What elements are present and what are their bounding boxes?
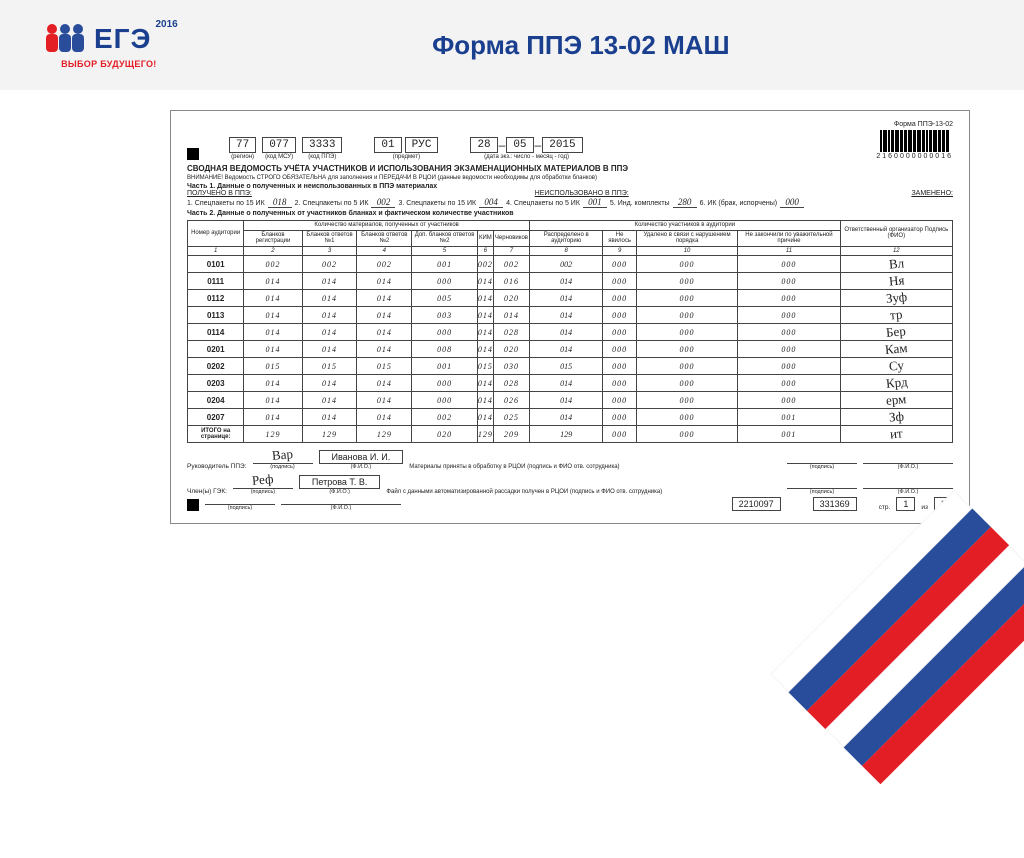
date-month: 05 (506, 137, 533, 153)
footer-area: Руководитель ППЭ: Вар(подпись) Иванова И… (187, 447, 953, 511)
logo-subtitle: ВЫБОР БУДУЩЕГО! (61, 59, 156, 69)
table-row: 0113014014014003014014014000000000тр (188, 307, 953, 324)
table-row: 0203014014014000014028014000000000Крд (188, 375, 953, 392)
marker-square (187, 499, 199, 511)
table-row: 0114014014014000014028014000000000Бер (188, 324, 953, 341)
region-field: 77 (229, 137, 256, 153)
date-year: 2015 (542, 137, 582, 153)
msu-field: 077 (262, 137, 296, 153)
date-day: 28 (470, 137, 497, 153)
total-row: ИТОГО на странице:1291291290201292091290… (188, 426, 953, 443)
head-name: Иванова И. И. (319, 450, 404, 464)
form-warning: ВНИМАНИЕ! Ведомость СТРОГО ОБЯЗАТЕЛЬНА д… (187, 175, 953, 181)
logo-people-icon (40, 21, 90, 57)
part1-title: Часть 1. Данные о полученных и неиспольз… (187, 183, 953, 190)
ppe-field: 3333 (302, 137, 342, 153)
marker-square (187, 148, 199, 160)
barcode: 2160000000016 (876, 130, 953, 160)
logo-year: 2016 (155, 19, 177, 30)
table-row: 0112014014014005014020014000000000Зуф (188, 290, 953, 307)
form-code: Форма ППЭ-13-02 (894, 121, 953, 128)
logo-text: ЕГЭ (94, 23, 151, 55)
code2: 331369 (813, 497, 857, 511)
page-title: Форма ППЭ 13-02 МАШ (178, 30, 984, 61)
form-sheet: 77(регион) 077(код МСУ) 3333(код ППЭ) 01… (170, 110, 970, 524)
table-row: 0101002002002001002002002000000000Вл (188, 256, 953, 273)
corner-stripes (770, 490, 1024, 858)
code1: 2210097 (732, 497, 781, 511)
table-row: 0201014014014008014020014000000000Кам (188, 341, 953, 358)
table-row: 0204014014014000014026014000000000ерм (188, 392, 953, 409)
header-bar: ЕГЭ 2016 ВЫБОР БУДУЩЕГО! Форма ППЭ 13-02… (0, 0, 1024, 90)
gek-name: Петрова Т. В. (299, 475, 381, 489)
subj-name-field: РУС (405, 137, 439, 153)
table-row: 0202015015015001015030015000000000Су (188, 358, 953, 375)
table-row: 0111014014014000014016014000000000Ня (188, 273, 953, 290)
subj-code-field: 01 (374, 137, 401, 153)
main-table: Номер аудитории Количество материалов, п… (187, 220, 953, 443)
logo: ЕГЭ 2016 ВЫБОР БУДУЩЕГО! (40, 21, 178, 69)
part2-title: Часть 2. Данные о полученных от участник… (187, 210, 953, 217)
form-title: СВОДНАЯ ВЕДОМОСТЬ УЧЁТА УЧАСТНИКОВ И ИСП… (187, 164, 953, 173)
table-row: 0207014014014002014025014000000001Зф (188, 409, 953, 426)
